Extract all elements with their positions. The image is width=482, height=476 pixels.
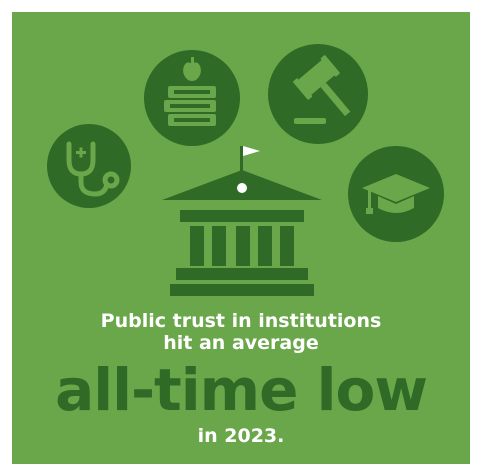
headline-emphasis: all-time low bbox=[55, 356, 428, 424]
stethoscope-circle bbox=[47, 124, 131, 208]
infographic-card: Public trust in institutions hit an aver… bbox=[12, 12, 470, 464]
books-circle bbox=[144, 50, 240, 146]
gavel-icon bbox=[293, 55, 351, 124]
government-building-icon bbox=[162, 146, 322, 296]
gavel-circle bbox=[268, 44, 368, 144]
stethoscope-icon bbox=[66, 141, 120, 197]
headline-line-2: hit an average bbox=[163, 332, 319, 354]
graduation-cap-icon bbox=[362, 174, 430, 214]
graduation-cap-circle bbox=[348, 146, 444, 242]
headline-line-4: in 2023. bbox=[197, 425, 285, 447]
books-apple-icon bbox=[164, 57, 216, 126]
headline-line-1: Public trust in institutions bbox=[100, 310, 382, 332]
